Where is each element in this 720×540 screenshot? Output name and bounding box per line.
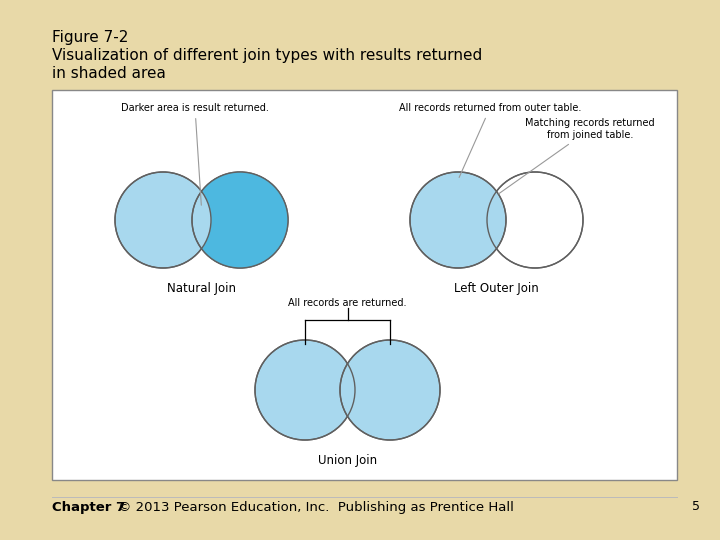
Circle shape xyxy=(487,172,583,268)
Text: Darker area is result returned.: Darker area is result returned. xyxy=(121,103,269,205)
Text: Figure 7-2: Figure 7-2 xyxy=(52,30,128,45)
Text: 5: 5 xyxy=(692,501,700,514)
Text: Visualization of different join types with results returned: Visualization of different join types wi… xyxy=(52,48,482,63)
Text: Chapter 7: Chapter 7 xyxy=(52,501,125,514)
Circle shape xyxy=(255,340,355,440)
Bar xyxy=(52,90,677,480)
Text: © 2013 Pearson Education, Inc.  Publishing as Prentice Hall: © 2013 Pearson Education, Inc. Publishin… xyxy=(118,501,514,514)
Polygon shape xyxy=(202,172,288,268)
Text: in shaded area: in shaded area xyxy=(52,66,166,81)
Circle shape xyxy=(192,172,288,268)
Circle shape xyxy=(115,172,211,268)
Text: Union Join: Union Join xyxy=(318,454,377,467)
Text: All records returned from outer table.: All records returned from outer table. xyxy=(399,103,581,178)
Text: Matching records returned
from joined table.: Matching records returned from joined ta… xyxy=(499,118,654,194)
Circle shape xyxy=(340,340,440,440)
Text: Left Outer Join: Left Outer Join xyxy=(454,282,539,295)
Circle shape xyxy=(410,172,506,268)
Text: Natural Join: Natural Join xyxy=(167,282,236,295)
Text: All records are returned.: All records are returned. xyxy=(288,298,407,308)
